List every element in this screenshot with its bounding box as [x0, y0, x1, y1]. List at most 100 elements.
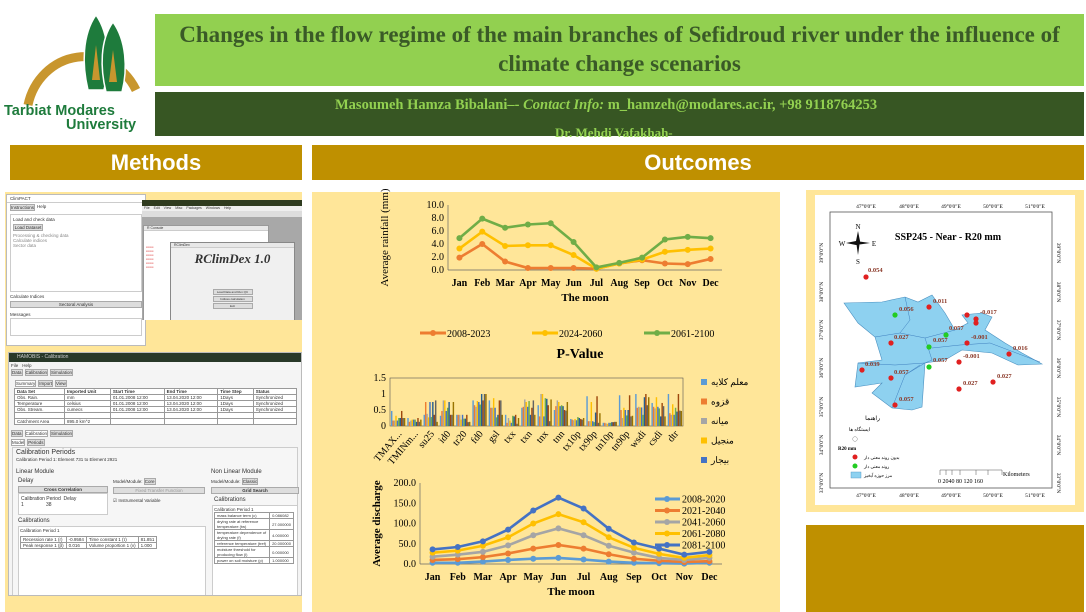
- bar: [572, 420, 575, 426]
- data-point-2024-2060: [684, 246, 691, 253]
- data-point-2008-2020: [605, 558, 612, 565]
- tab-data[interactable]: Data: [11, 369, 23, 376]
- data-point-2041-2060: [555, 525, 562, 532]
- option-item[interactable]: Calculate indices: [13, 238, 48, 243]
- sector-button[interactable]: Sectoral Analysis: [10, 301, 142, 308]
- bar: [500, 400, 502, 426]
- station-marker: [973, 316, 979, 322]
- indices-button[interactable]: Indices calculation: [212, 296, 253, 302]
- exit-button[interactable]: Exit: [212, 303, 253, 309]
- tab-periods[interactable]: Periods: [27, 439, 45, 446]
- menu-edit[interactable]: Edit: [153, 206, 160, 210]
- bar: [473, 405, 476, 426]
- data-point-2081-2100: [681, 551, 688, 558]
- station-marker: [926, 304, 932, 310]
- menu-file[interactable]: File: [11, 363, 19, 368]
- bar: [441, 410, 443, 426]
- bar: [393, 420, 396, 426]
- bar: [669, 413, 671, 426]
- tab-model[interactable]: Model: [11, 439, 26, 446]
- model-module-label: Model/Module:: [211, 479, 241, 484]
- data-point-2061-2100: [661, 236, 668, 243]
- data-point-2021-2040: [505, 550, 512, 557]
- tab-simulation[interactable]: Simulation: [50, 430, 74, 437]
- tab-instructions[interactable]: Instructions: [10, 204, 36, 211]
- menu-view[interactable]: View: [163, 206, 172, 210]
- menu-packages[interactable]: Packages: [186, 206, 202, 210]
- menu-windows[interactable]: Windows: [205, 206, 220, 210]
- menu-file[interactable]: File: [144, 206, 150, 210]
- bar: [639, 407, 641, 426]
- fixed-transfer-function-button[interactable]: Fixed Transfer Function: [113, 487, 205, 494]
- latitude-label: 39°0'0"N: [818, 243, 825, 263]
- legend-basin-symbol: [850, 471, 862, 479]
- station-value-label: 0.057: [899, 396, 914, 403]
- load-data-qc-button[interactable]: Load Data and Run QC: [212, 289, 253, 295]
- station-marker: [859, 367, 865, 373]
- nonlinear-module-select[interactable]: Classic: [241, 478, 259, 485]
- subtab-import[interactable]: Import: [38, 380, 54, 387]
- bar: [553, 410, 556, 426]
- data-point-2061-2100: [502, 224, 509, 231]
- data-point-2081-2100: [656, 545, 663, 552]
- y-tick-label: 2.0: [432, 252, 445, 263]
- param-name: power on soil moisture (p): [213, 557, 271, 564]
- x-tick-label: May: [541, 278, 560, 289]
- bar: [609, 422, 612, 426]
- rclimdex-heading: RClimDex 1.0: [194, 251, 271, 266]
- bar: [529, 414, 532, 426]
- tab-simulation[interactable]: Simulation: [50, 369, 74, 376]
- y-axis-title: Average rainfall (mm): [379, 188, 391, 286]
- bar: [670, 414, 673, 426]
- param-value[interactable]: 0.016: [65, 542, 87, 549]
- param-value[interactable]: 1.000: [137, 542, 158, 549]
- subtab-view[interactable]: View: [55, 380, 67, 387]
- station-value-label: 0.054: [868, 267, 883, 274]
- bar: [402, 418, 404, 426]
- menu-help[interactable]: Help: [223, 206, 232, 210]
- x-tick-label: Sep: [626, 572, 642, 583]
- bar: [482, 400, 484, 426]
- logo-text-line1: Tarbiat Modares: [4, 103, 115, 119]
- legend-marker: [664, 530, 670, 537]
- tab-help[interactable]: Help: [37, 204, 47, 209]
- subtab-summary[interactable]: Summary: [15, 380, 37, 387]
- legend-label: 2024-2060: [559, 329, 602, 340]
- grid-search-button[interactable]: Grid Search: [211, 487, 299, 494]
- tab-data[interactable]: Data: [11, 430, 23, 437]
- instrumental-checkbox[interactable]: ☑: [113, 498, 118, 503]
- data-point-2024-2060: [479, 228, 486, 235]
- model-module-label: Model/Module:: [113, 479, 143, 484]
- bar: [640, 407, 643, 426]
- bar: [618, 395, 621, 426]
- legend-sig-label: روند معنی دار: [863, 464, 890, 470]
- bar: [570, 418, 572, 426]
- option-item[interactable]: Processing & checking data: [13, 233, 69, 238]
- bar: [624, 410, 627, 426]
- option-item[interactable]: Sector data: [13, 243, 37, 248]
- param-value[interactable]: 1.000000: [269, 557, 294, 564]
- longitude-label: 49°0'0"E: [941, 203, 961, 210]
- longitude-label: 47°0'0"E: [856, 203, 876, 210]
- legend-stations-label: ایستگاه ها: [849, 426, 870, 433]
- linear-module-heading: Linear Module: [16, 469, 55, 475]
- data-point-2081-2100: [555, 494, 562, 501]
- tab-calibration[interactable]: Calibration: [24, 369, 49, 376]
- bar: [514, 414, 517, 426]
- menu-misc[interactable]: Misc: [175, 206, 183, 210]
- load-dataset-button[interactable]: Load Dataset: [13, 224, 43, 231]
- tab-calibration[interactable]: Calibration: [24, 430, 49, 437]
- legend-label: بیجار: [710, 455, 729, 466]
- longitude-label: 50°0'0"E: [983, 492, 1003, 499]
- latitude-label: 36°0'0"N: [1055, 358, 1062, 378]
- bar: [531, 407, 533, 426]
- menu-help[interactable]: Help: [22, 363, 32, 368]
- data-point-2081-2100: [605, 525, 612, 532]
- table-row[interactable]: Temperature celsius 01.01.2008 12:00 13.04.…: [14, 400, 298, 407]
- bar: [658, 408, 661, 426]
- cross-correlation-button[interactable]: Cross Correlation: [18, 486, 108, 493]
- linear-module-select[interactable]: Core: [143, 478, 156, 485]
- bar: [654, 408, 656, 426]
- data-point-2061-2100: [593, 264, 600, 271]
